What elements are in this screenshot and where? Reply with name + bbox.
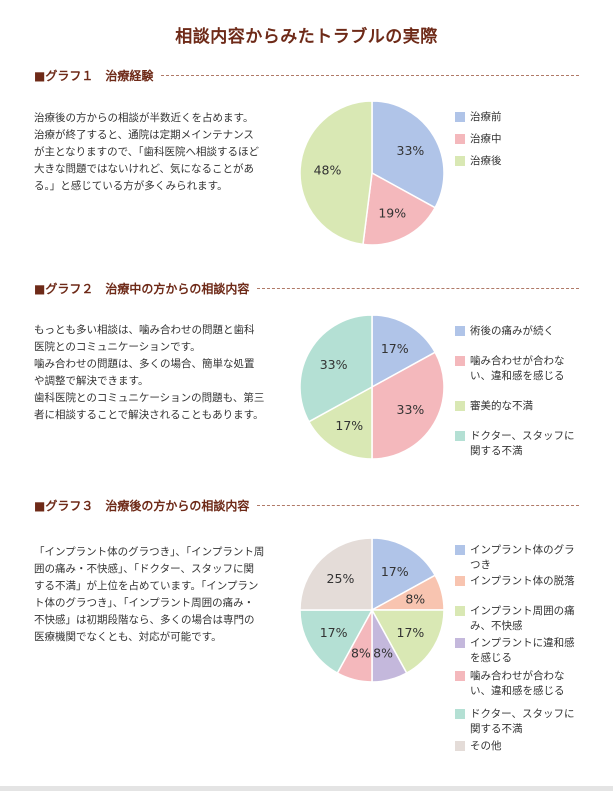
legend-label: 術後の痛みが続く [470,325,554,337]
legend-label: 噛み合わせが合わな い、違和感を感じる [470,355,565,382]
description-line: 医院とのコミュニケーションです。 [34,341,201,353]
pie-slice-label: 33% [397,402,425,417]
section-heading: ■グラフ３ 治療後の方からの相談内容 [34,496,579,514]
pie-slice-label: 8% [351,646,371,661]
pie-slice [370,609,445,675]
pie-slice-label: 17% [381,341,409,356]
legend-swatch [455,431,465,441]
legend-swatch [455,741,465,751]
pie-chart-during-treatment: 17% 33% 17% 33% [299,314,445,460]
section-description: もっとも多い相談は、噛み合わせの問題と歯科 医院とのコミュニケーションです。 噛… [34,322,284,424]
pie-slice-label: 17% [397,625,425,640]
pie-slice-label: 33% [320,357,348,372]
legend-swatch [455,112,465,122]
section-heading: ■グラフ１ 治療経験 [34,66,579,84]
pie-slice-label: 8% [373,646,393,661]
section-heading-text: ■グラフ１ 治療経験 [34,68,154,83]
heading-dashed-divider [257,504,579,506]
pie-slice-label: 25% [327,571,355,586]
pie-slice [299,609,374,675]
legend-swatch [455,576,465,586]
description-line: 治療後の方からの相談が半数近くを占めます。 [34,112,254,124]
pie-slice [299,537,373,611]
pie-slice [371,314,437,389]
pie-slice [371,351,445,460]
bottom-bar [0,786,613,791]
pie-slice [362,171,437,246]
legend-swatch [455,156,465,166]
legend-label: ドクター、スタッフに 関する不満 [470,430,575,457]
pie-chart-after-treatment: 17%8%17%8%8%17%25% [299,537,445,683]
pie-chart-treatment-experience: 33% 19% 48% [299,100,445,246]
description-line: 「インプラント体のグラつき」、「インプラント周 [34,546,265,558]
legend-label: ドクター、スタッフに 関する不満 [470,708,575,735]
legend-swatch [455,401,465,411]
legend-label: 治療後 [470,155,502,167]
pie-slice-label: 8% [405,591,425,606]
legend-label: インプラントに違和感 を感じる [470,637,575,664]
description-line: 歯科医院とのコミュニケーションの問題も、第三 [34,392,265,404]
legend-label: 治療中 [470,133,502,145]
legend-label: その他 [470,740,502,752]
heading-dashed-divider [257,287,579,289]
description-line: 者に相談することで解決されることもあります。 [34,409,264,421]
pie-slice-label: 17% [320,625,348,640]
description-line: 大きな問題ではないけれど、気になることがあ [34,163,254,175]
section-heading: ■グラフ２ 治療中の方からの相談内容 [34,279,579,297]
description-line: する不満」が上位を占めています。「インプラン [34,580,259,592]
description-line: 治療が終了すると、通院は定期メインテナンス [34,129,254,141]
legend-swatch [455,134,465,144]
legend-swatch [455,356,465,366]
description-line: もっとも多い相談は、噛み合わせの問題と歯科 [34,324,255,336]
legend-label: 審美的な不満 [470,400,533,412]
pie-slice-label: 19% [378,205,406,220]
legend-swatch [455,545,465,555]
legend-label: インプラント体のグラ つき [470,544,575,571]
section-heading-text: ■グラフ３ 治療後の方からの相談内容 [34,498,250,513]
description-line: 不快感」は初期段階なら、多くの場合は専門の [34,614,255,626]
pie-slice-label: 33% [397,143,425,158]
pie-slice-label: 17% [381,564,409,579]
legend-label: インプラント体の脱落 [470,575,575,587]
section-description: 「インプラント体のグラつき」、「インプラント周 囲の痛み・不快感」、「ドクター、… [34,544,284,646]
pie-slice [299,314,373,423]
legend-swatch [455,638,465,648]
pie-slice [307,385,373,460]
description-line: 噛み合わせの問題は、多くの場合、簡単な処置 [34,358,255,370]
legend-swatch [455,709,465,719]
legend-label: 治療前 [470,111,502,123]
description-line: が主となりますので、「歯科医院へ相談するほど [34,146,260,158]
pie-slice [299,100,373,246]
page-title: 相談内容からみたトラブルの実際 [175,27,438,47]
pie-slice [371,537,437,612]
legend-swatch [455,671,465,681]
pie-slice-label: 17% [335,418,363,433]
description-line: ト体のグラつき」、「インプラント周囲の痛み・ [34,597,255,609]
description-line: や調整で解決できます。 [34,375,149,387]
section-heading-text: ■グラフ２ 治療中の方からの相談内容 [34,281,250,296]
legend-label: インプラント周囲の痛 み、不快感 [470,605,575,632]
description-line: 医療機関でなくとも、対応が可能です。 [34,631,222,643]
legend-swatch [455,606,465,616]
heading-dashed-divider [161,74,579,76]
pie-slice-label: 48% [314,163,342,178]
description-line: る。」と感じている方が多くみられます。 [34,180,228,192]
description-line: 囲の痛み・不快感」、「ドクター、スタッフに関 [34,563,254,575]
section-description: 治療後の方からの相談が半数近くを占めます。 治療が終了すると、通院は定期メインテ… [34,110,284,195]
legend-swatch [455,326,465,336]
legend-label: 噛み合わせが合わな い、違和感を感じる [470,670,565,697]
pie-slice [371,100,445,209]
